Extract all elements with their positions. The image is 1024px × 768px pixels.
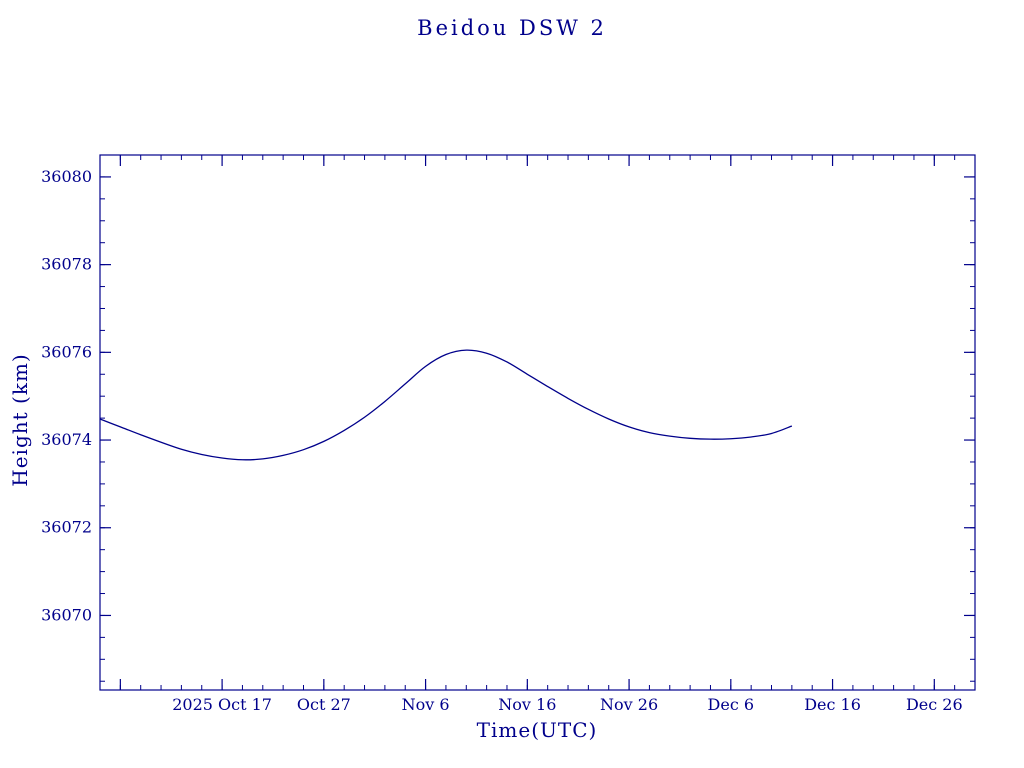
y-tick-label: 36080 bbox=[41, 167, 92, 186]
x-axis-label: Time(UTC) bbox=[476, 718, 598, 742]
plot-frame bbox=[99, 154, 976, 691]
y-tick-label: 36070 bbox=[41, 605, 92, 624]
x-tick-label: Dec 26 bbox=[906, 695, 963, 714]
x-tick-label: Dec 16 bbox=[804, 695, 861, 714]
y-tick-label: 36072 bbox=[41, 518, 92, 537]
y-tick-label: 36076 bbox=[41, 342, 92, 361]
x-tick-label: Nov 6 bbox=[402, 695, 450, 714]
x-tick-label: Oct 27 bbox=[297, 695, 351, 714]
y-tick-label: 36074 bbox=[41, 430, 92, 449]
x-tick-label: Nov 26 bbox=[600, 695, 658, 714]
x-tick-label: Dec 6 bbox=[708, 695, 755, 714]
height-curve bbox=[99, 349, 793, 461]
x-tick-label: 2025 Oct 17 bbox=[172, 695, 272, 714]
y-tick-label: 36078 bbox=[41, 255, 92, 274]
x-tick-label: Nov 16 bbox=[498, 695, 556, 714]
chart-title: Beidou DSW 2 bbox=[417, 16, 607, 40]
